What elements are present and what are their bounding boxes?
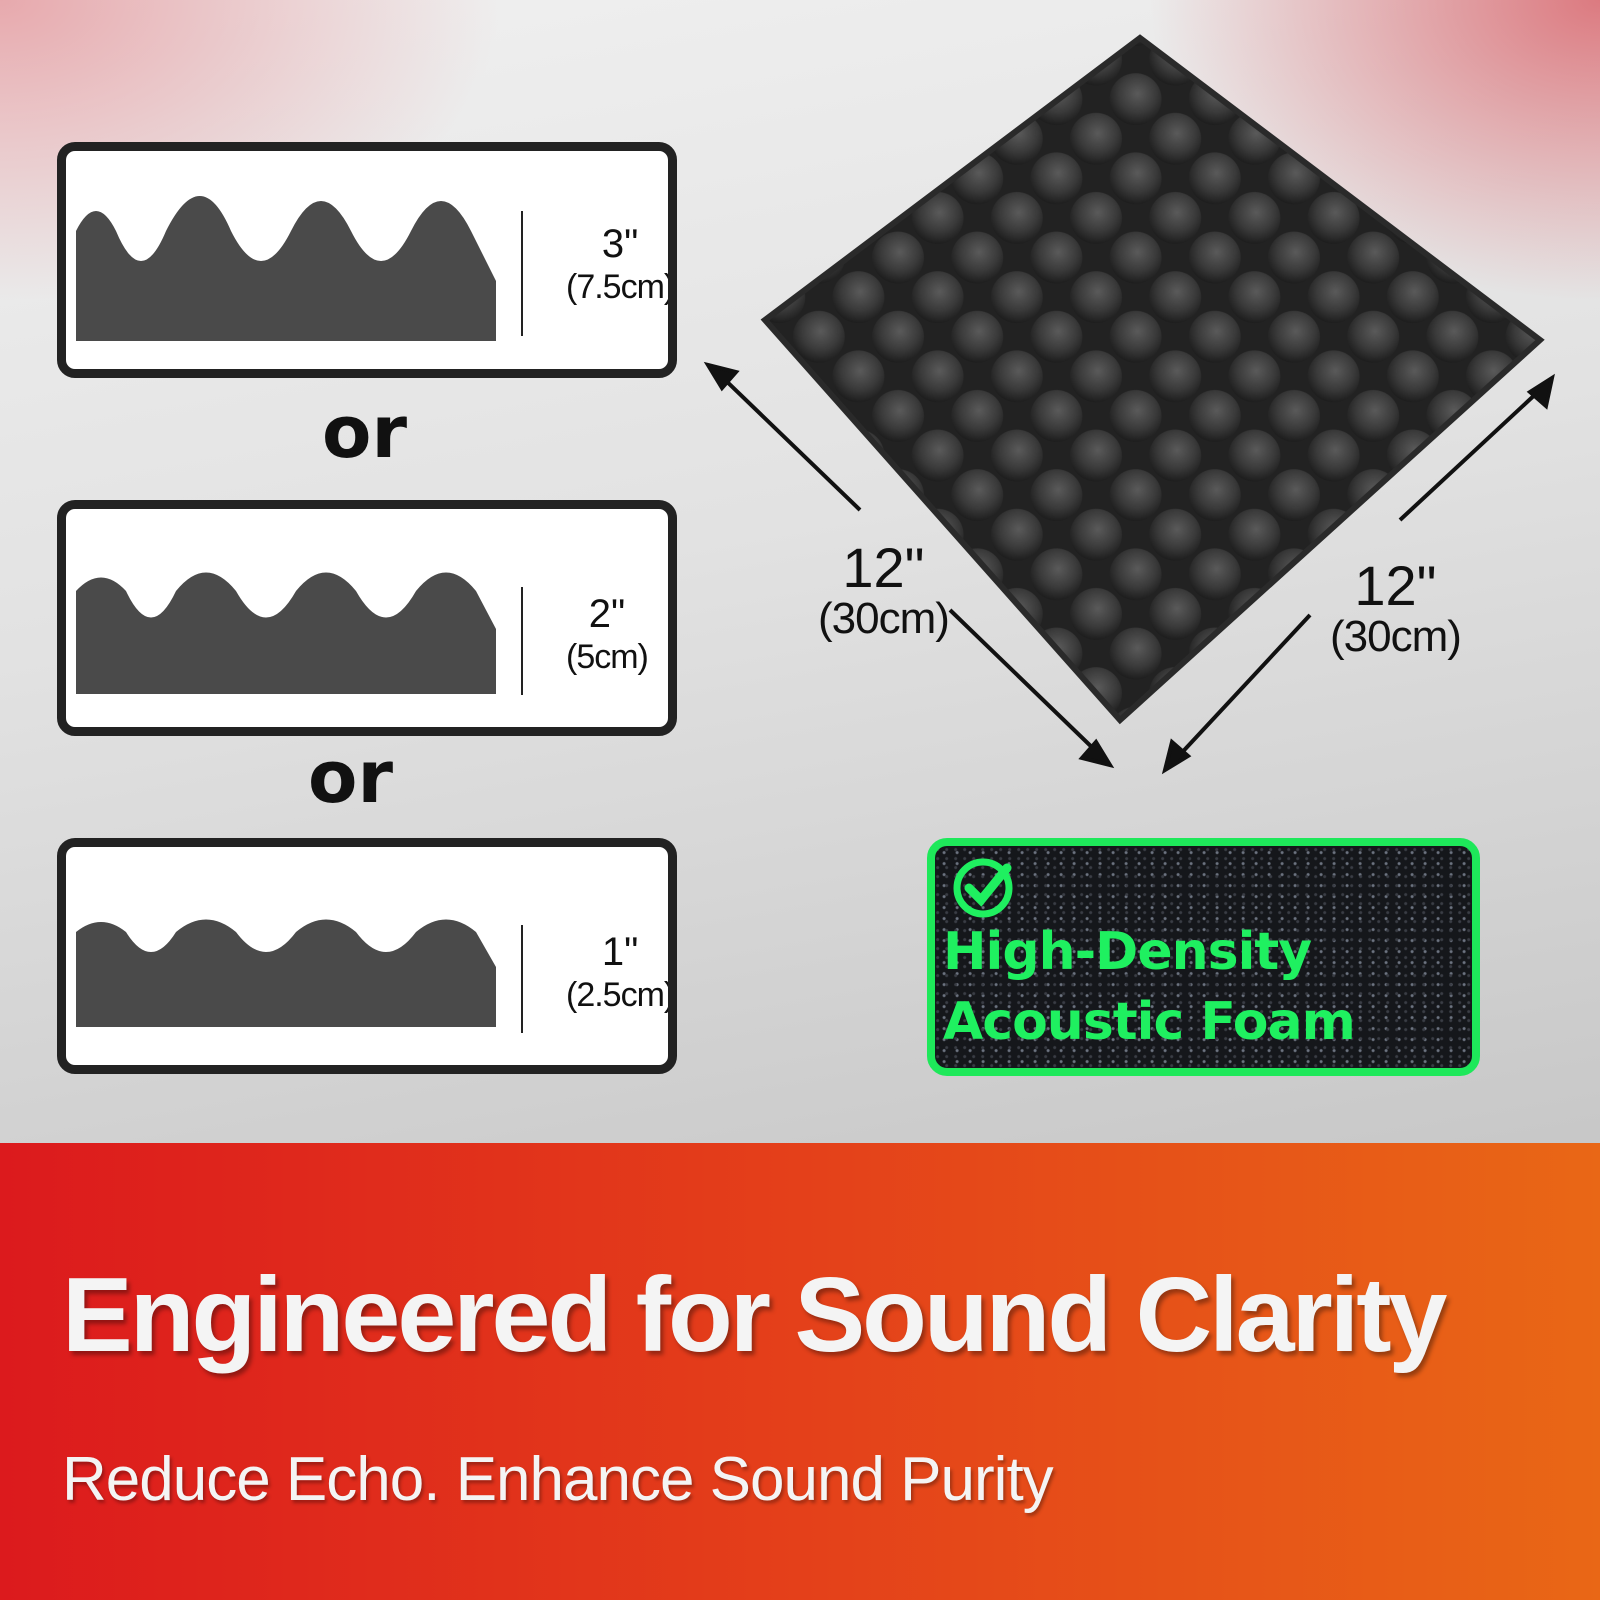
thickness-panel-1in: 1" (2.5cm) xyxy=(57,838,677,1074)
thickness-panel-2in: 2" (5cm) xyxy=(57,500,677,736)
badge-line-1: High-Density xyxy=(943,922,1312,982)
dimension-line xyxy=(521,587,523,695)
thickness-cm: (7.5cm) xyxy=(566,268,675,306)
bottom-banner: Engineered for Sound Clarity Reduce Echo… xyxy=(0,1143,1600,1600)
foam-panel-image xyxy=(703,34,1555,775)
or-label: or xyxy=(322,390,407,474)
foam-profile-2in xyxy=(76,572,496,694)
foam-profile-1in xyxy=(76,919,496,1027)
headline: Engineered for Sound Clarity xyxy=(62,1256,1448,1374)
thickness-cm: (5cm) xyxy=(566,638,649,676)
dimension-line xyxy=(521,211,523,336)
badge-line-2: Acoustic Foam xyxy=(943,992,1356,1052)
thickness-panel-3in: 3" (7.5cm) xyxy=(57,142,677,378)
dimension-arrows xyxy=(703,361,1555,775)
high-density-badge: High-Density Acoustic Foam xyxy=(927,838,1480,1076)
thickness-inches: 1" xyxy=(601,930,639,974)
thickness-inches: 2" xyxy=(588,592,626,636)
or-label: or xyxy=(308,735,393,819)
foam-profile-3in xyxy=(76,196,496,341)
length-label: 12" (30cm) xyxy=(1330,554,1462,661)
check-circle-icon xyxy=(953,858,1013,918)
thickness-inches: 3" xyxy=(601,222,639,266)
thickness-cm: (2.5cm) xyxy=(566,976,675,1014)
width-label: 12" (30cm) xyxy=(818,536,950,643)
dimension-line xyxy=(521,925,523,1033)
subline: Reduce Echo. Enhance Sound Purity xyxy=(62,1445,1054,1514)
